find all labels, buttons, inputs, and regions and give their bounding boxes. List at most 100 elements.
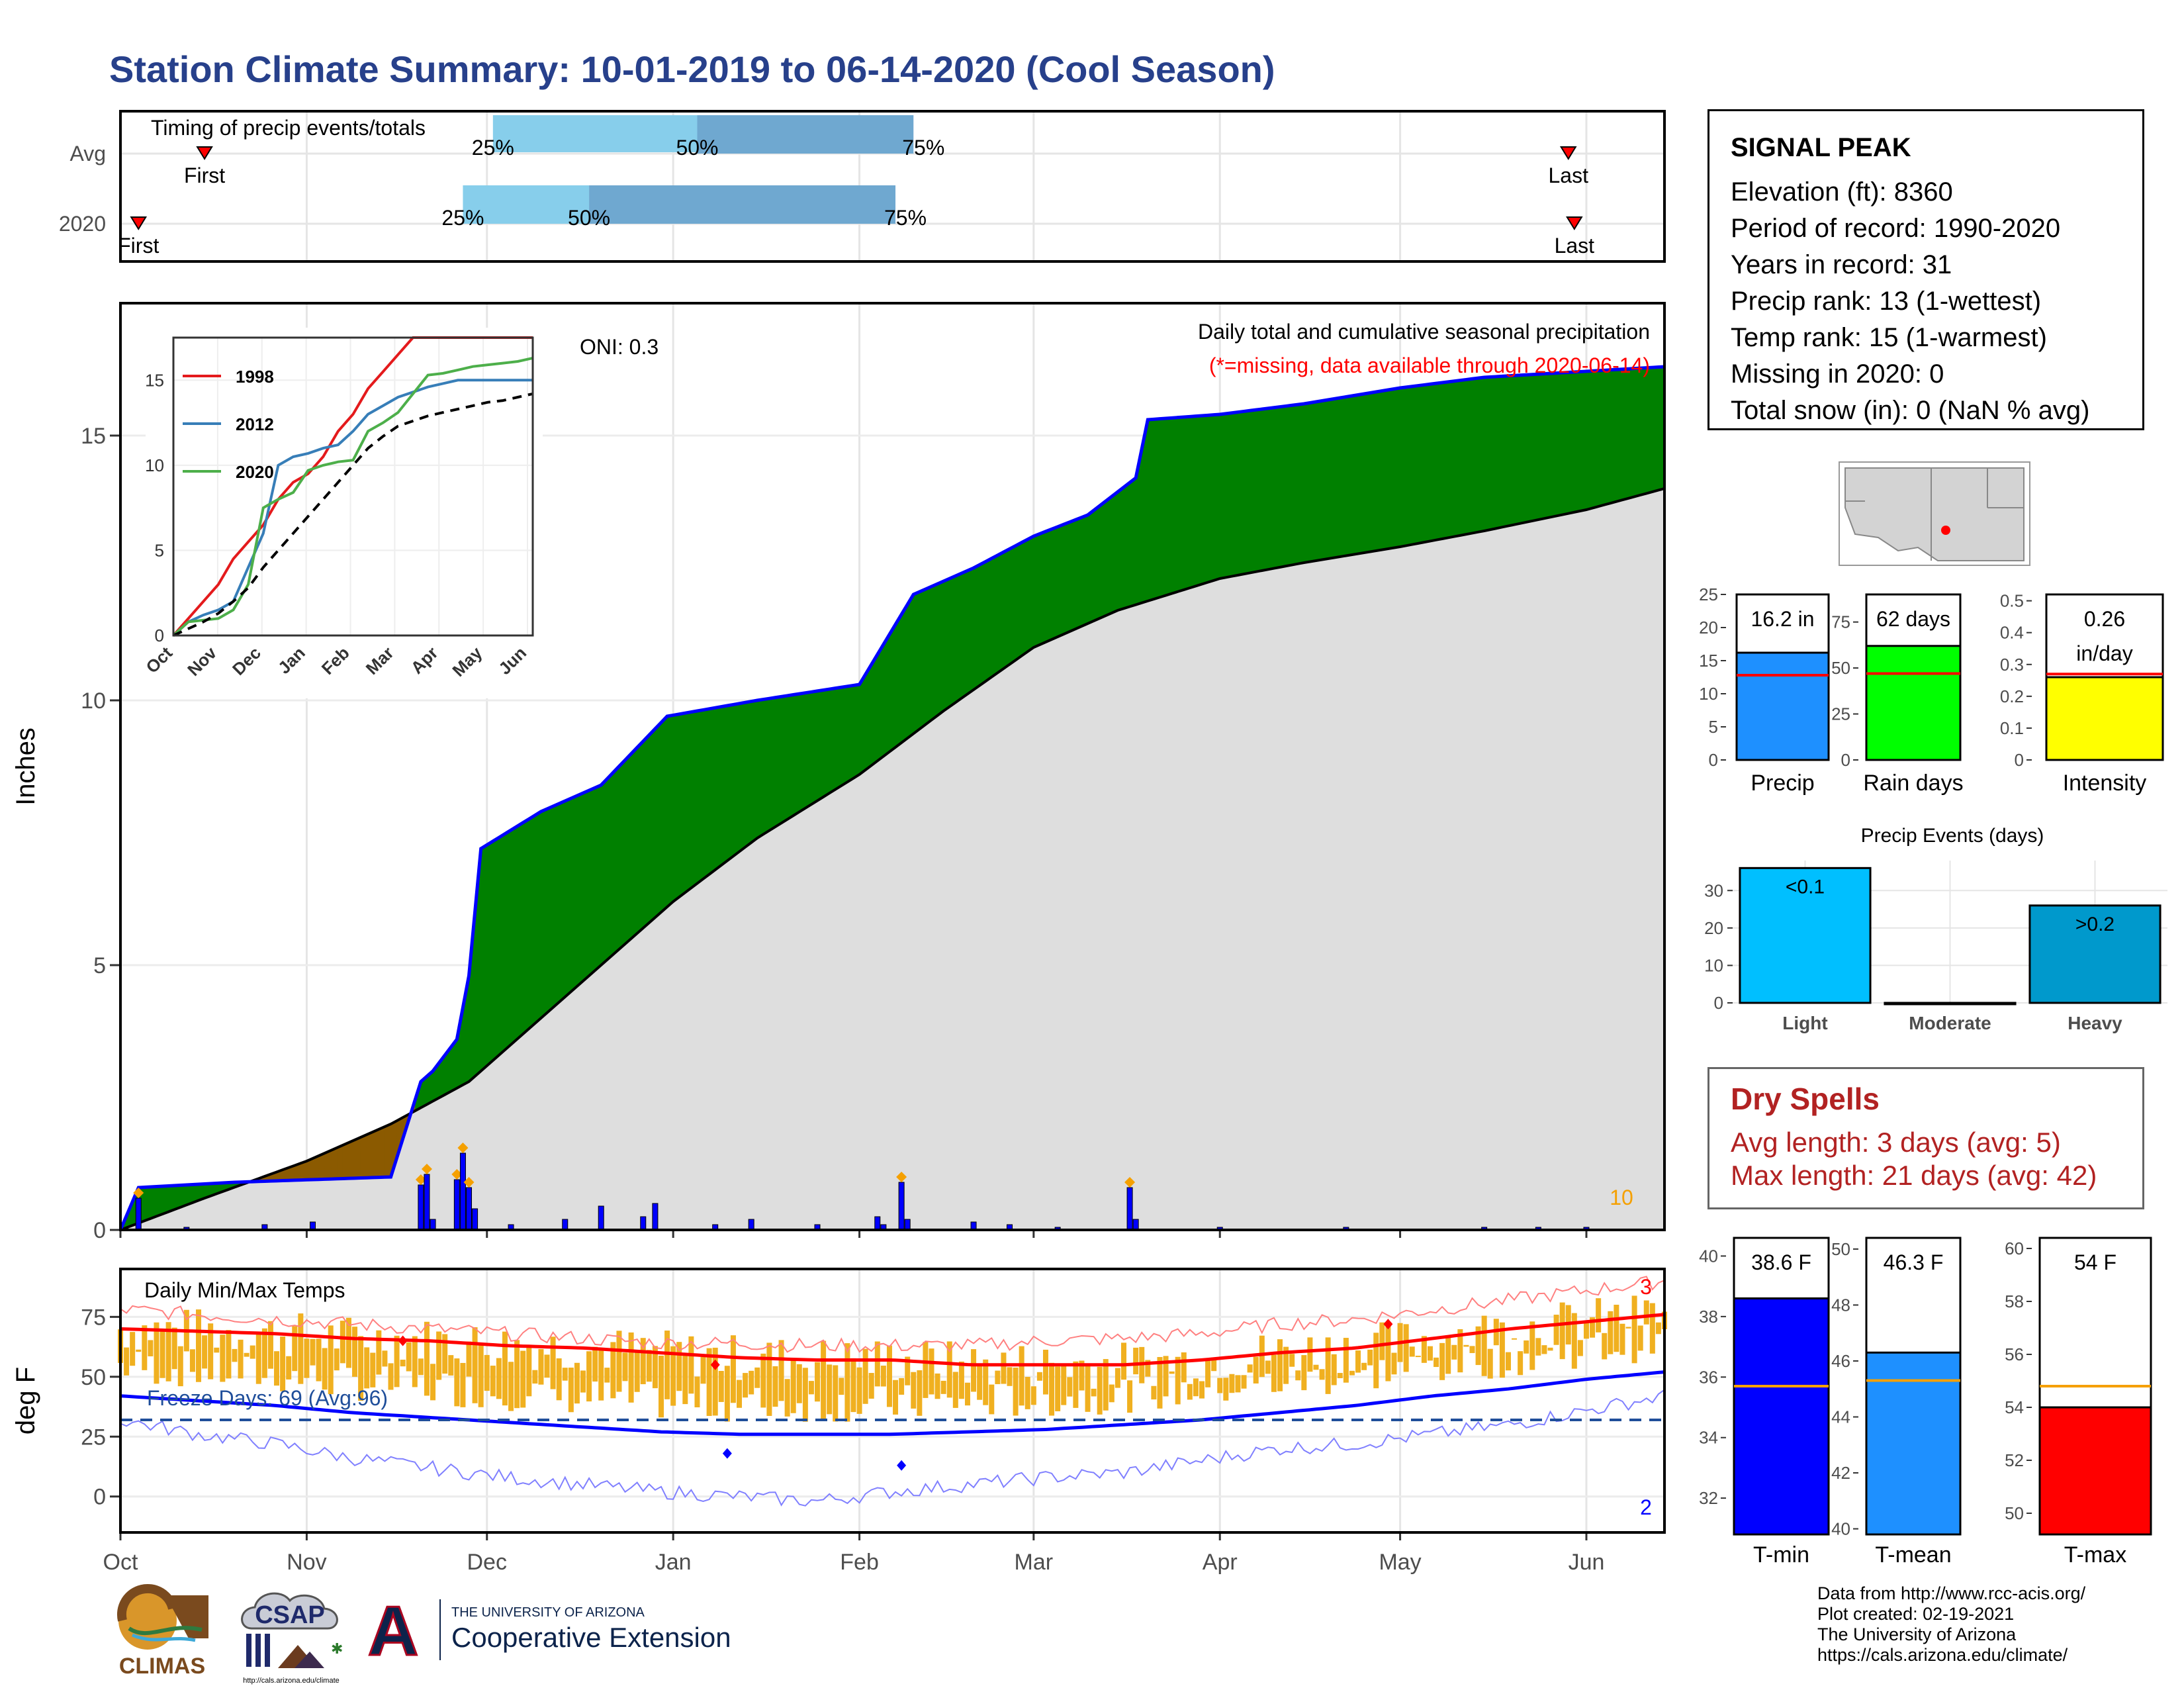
daily-temp-range-bar — [1289, 1354, 1295, 1367]
daily-temp-range-bar — [850, 1358, 856, 1413]
timing-title: Timing of precip events/totals — [151, 116, 426, 140]
daily-temp-range-bar — [1061, 1365, 1067, 1405]
daily-temp-range-bar — [730, 1335, 736, 1403]
daily-temp-range-bar — [911, 1372, 917, 1409]
precip-events-title: Precip Events (days) — [1861, 825, 2044, 847]
daily-temp-range-bar — [412, 1336, 418, 1387]
daily-temp-range-bar — [436, 1331, 442, 1380]
daily-record-marker — [451, 1169, 463, 1180]
timing-q25-label: 25% — [472, 136, 514, 160]
daily-temp-range-bar — [1205, 1359, 1211, 1387]
daily-temp-range-bar — [1577, 1340, 1583, 1356]
timing-q50-label: 50% — [676, 136, 718, 160]
summary-y-tick: 50 — [1831, 658, 1850, 678]
daily-temp-range-bar — [694, 1376, 700, 1408]
daily-temp-range-bar — [1409, 1346, 1415, 1357]
daily-precip-bar — [640, 1216, 647, 1231]
summary-value-unit: in/day — [2076, 641, 2132, 665]
daily-temp-range-bar — [508, 1362, 514, 1411]
precip-y-tick: 5 — [93, 953, 106, 978]
daily-temp-range-bar — [1541, 1345, 1547, 1354]
events-y-tick: 0 — [1714, 993, 1723, 1013]
daily-temp-range-bar — [400, 1360, 406, 1367]
x-tick-label: Jun — [1569, 1550, 1605, 1575]
daily-temp-range-bar — [1505, 1352, 1511, 1371]
event-bar-label: >0.2 — [2075, 914, 2115, 935]
daily-temp-range-bar — [514, 1340, 520, 1409]
credit-plot-created: Plot created: 02-19-2021 — [1817, 1604, 2015, 1624]
daily-temp-range-bar — [604, 1368, 610, 1383]
summary-y-tick: 42 — [1831, 1463, 1850, 1483]
timing-q75-label: 75% — [884, 206, 927, 230]
summary-y-tick: 48 — [1831, 1295, 1850, 1315]
daily-temp-range-bar — [1343, 1338, 1349, 1383]
daily-temp-range-bar — [929, 1348, 934, 1395]
daily-temp-range-bar — [580, 1370, 586, 1393]
daily-temp-range-bar — [1391, 1352, 1397, 1375]
inset-y-tick: 5 — [155, 540, 164, 560]
daily-temp-range-bar — [1169, 1371, 1175, 1374]
daily-temp-range-bar — [989, 1384, 995, 1415]
daily-temp-range-bar — [700, 1357, 706, 1384]
daily-temp-range-bar — [790, 1360, 796, 1413]
daily-temp-range-bar — [688, 1336, 694, 1394]
summary-category-label: Rain days — [1863, 771, 1963, 796]
daily-temp-range-bar — [1571, 1313, 1577, 1369]
daily-temp-range-bar — [844, 1343, 850, 1422]
daily-temp-range-bar — [1655, 1322, 1661, 1335]
summary-y-tick: 40 — [1831, 1519, 1850, 1539]
station-info-box: SIGNAL PEAK Elevation (ft): 8360 Period … — [1707, 109, 2144, 430]
x-tick-label: Apr — [1203, 1550, 1238, 1575]
summary-y-tick: 38 — [1699, 1307, 1718, 1327]
climas-text: CLIMAS — [119, 1654, 205, 1679]
daily-temp-range-bar — [1115, 1368, 1120, 1388]
credits: Data from http://www.rcc-acis.org/ Plot … — [1817, 1583, 2085, 1665]
daily-precip-bar — [453, 1179, 460, 1231]
summary-y-tick: 0 — [1841, 750, 1850, 770]
daily-precip-bar — [459, 1152, 466, 1231]
event-bar — [1739, 867, 1872, 1004]
summary-y-tick: 0 — [1709, 750, 1718, 770]
x-tick-label: Nov — [287, 1550, 326, 1575]
daily-precip-bar — [904, 1219, 911, 1231]
timing-q50-label: 50% — [568, 206, 610, 230]
daily-temp-range-bar — [334, 1348, 340, 1371]
timing-first-label: First — [184, 164, 225, 187]
daily-temp-range-bar — [352, 1327, 358, 1377]
daily-temp-range-bar — [562, 1368, 568, 1381]
daily-temp-range-bar — [995, 1370, 1001, 1384]
daily-temp-range-bar — [1421, 1336, 1427, 1363]
daily-temp-range-bar — [743, 1373, 749, 1398]
inset-y-tick: 15 — [145, 370, 164, 390]
events-y-tick: 30 — [1704, 880, 1723, 900]
daily-temp-range-bar — [958, 1361, 964, 1399]
summary-y-tick: 15 — [1699, 651, 1718, 671]
summary-y-tick: 20 — [1699, 618, 1718, 637]
daily-temp-range-bar — [316, 1338, 322, 1382]
daily-temp-range-bar — [364, 1347, 370, 1389]
daily-temp-range-bar — [1553, 1315, 1559, 1345]
daily-temp-range-bar — [490, 1366, 496, 1397]
x-tick-label: Feb — [840, 1550, 879, 1575]
timing-last-label: Last — [1555, 234, 1595, 258]
daily-temp-range-bar — [1643, 1300, 1649, 1325]
daily-temp-range-bar — [238, 1339, 244, 1379]
daily-temp-range-bar — [640, 1338, 646, 1385]
daily-temp-range-bar — [1463, 1344, 1469, 1347]
daily-temp-range-bar — [466, 1341, 472, 1377]
daily-temp-range-bar — [1301, 1355, 1307, 1391]
daily-temp-range-bar — [616, 1331, 622, 1392]
daily-temp-range-bar — [292, 1326, 298, 1372]
avg-tmin-line — [120, 1370, 1665, 1436]
daily-temp-range-bar — [1103, 1359, 1109, 1411]
events-y-tick: 10 — [1704, 955, 1723, 975]
daily-temp-range-bar — [760, 1353, 766, 1408]
inset-line-2020 — [172, 356, 533, 637]
summary-y-tick: 36 — [1699, 1367, 1718, 1387]
daily-temp-range-bar — [322, 1348, 328, 1390]
daily-record-marker — [415, 1174, 426, 1185]
daily-temp-range-bar — [1445, 1335, 1451, 1374]
daily-temp-range-bar — [1307, 1337, 1313, 1372]
temp-record-marker — [722, 1448, 732, 1459]
x-tick-label: May — [1379, 1550, 1421, 1575]
